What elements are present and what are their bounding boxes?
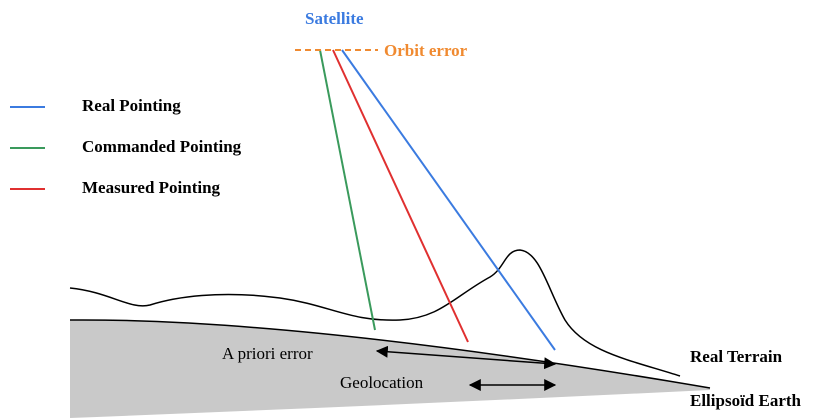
- legend-label: Real Pointing: [82, 96, 181, 115]
- annotation: Ellipsoïd Earth: [690, 391, 802, 410]
- real-line: [342, 50, 555, 350]
- annotation: Geolocation: [340, 373, 424, 392]
- legend-label: Measured Pointing: [82, 178, 221, 197]
- ellipsoid: [70, 320, 710, 418]
- annotation: A priori error: [222, 344, 313, 363]
- measured-line: [333, 50, 468, 342]
- legend: Real Pointing Commanded Pointing Measured …: [10, 96, 242, 197]
- commanded-line: [320, 50, 375, 330]
- orbit-error-label: Orbit error: [384, 41, 468, 60]
- satellite-label: Satellite: [305, 9, 364, 28]
- annotation: Real Terrain: [690, 347, 783, 366]
- diagram: Satellite Orbit error A priori error Geo…: [0, 0, 837, 418]
- legend-label: Commanded Pointing: [82, 137, 242, 156]
